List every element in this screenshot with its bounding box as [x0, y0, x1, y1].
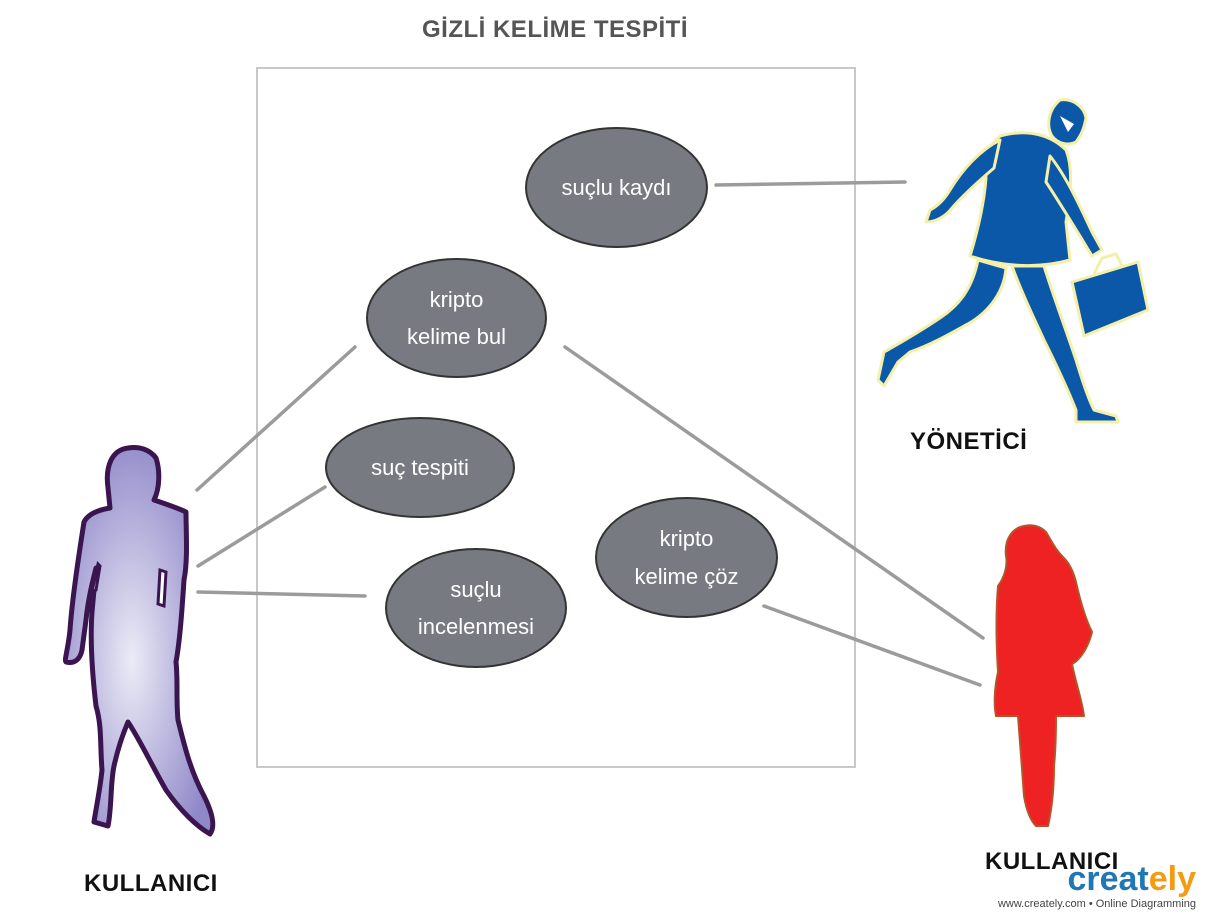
- creately-branding: creately www.creately.com • Online Diagr…: [996, 862, 1196, 910]
- association-kullanici2-kripto-coz: [762, 604, 982, 687]
- use-case-label: kripto kelime çöz: [634, 526, 739, 589]
- actor-label-kullanici-left: KULLANICI: [84, 870, 218, 897]
- association-kullanici-suc-tespiti: [196, 485, 327, 568]
- diagram-title: GİZLİ KELİME TESPİTİ: [421, 16, 688, 43]
- use-case-label: kripto kelime bul: [406, 286, 507, 349]
- use-case-label: suçlu incelenmesi: [417, 576, 535, 639]
- creately-tagline: www.creately.com • Online Diagramming: [997, 898, 1196, 910]
- actor-kullanici-left-figure[interactable]: [63, 445, 216, 837]
- use-case-kripto-kelime-bul[interactable]: kripto kelime bul: [366, 258, 547, 378]
- actor-label-kullanici-right: KULLANICI: [985, 848, 1119, 875]
- actor-kullanici-right-figure[interactable]: [993, 524, 1093, 827]
- system-boundary: [256, 67, 856, 768]
- use-case-suclu-incelenmesi[interactable]: suçlu incelenmesi: [385, 548, 567, 668]
- association-kullanici-suclu-incelenmesi: [196, 590, 367, 598]
- association-yonetici-suclu-kaydi: [714, 180, 907, 187]
- association-kullanici2-kripto-bul: [563, 345, 985, 640]
- use-case-label: suç tespiti: [371, 454, 469, 480]
- use-case-label: suçlu kaydı: [561, 174, 672, 200]
- use-case-suclu-kaydi[interactable]: suçlu kaydı: [525, 127, 708, 248]
- actor-yonetici-figure[interactable]: [876, 98, 1150, 424]
- use-case-kripto-kelime-coz[interactable]: kripto kelime çöz: [595, 497, 778, 618]
- use-case-suc-tespiti[interactable]: suç tespiti: [325, 417, 515, 518]
- actor-label-yonetici: YÖNETİCİ: [910, 428, 1028, 455]
- creately-logo: creately: [1067, 860, 1196, 898]
- association-kullanici-kripto-bul: [195, 345, 357, 492]
